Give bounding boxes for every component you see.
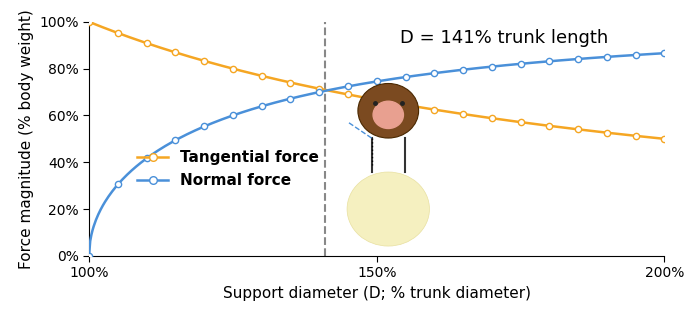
X-axis label: Support diameter (D; % trunk diameter): Support diameter (D; % trunk diameter) xyxy=(223,286,531,301)
Y-axis label: Force magnitude (% body weight): Force magnitude (% body weight) xyxy=(18,9,34,269)
Ellipse shape xyxy=(358,84,419,138)
Ellipse shape xyxy=(373,101,403,129)
Text: D = 141% trunk length: D = 141% trunk length xyxy=(400,29,608,47)
Legend: Tangential force, Normal force: Tangential force, Normal force xyxy=(132,144,325,194)
Ellipse shape xyxy=(347,172,429,246)
